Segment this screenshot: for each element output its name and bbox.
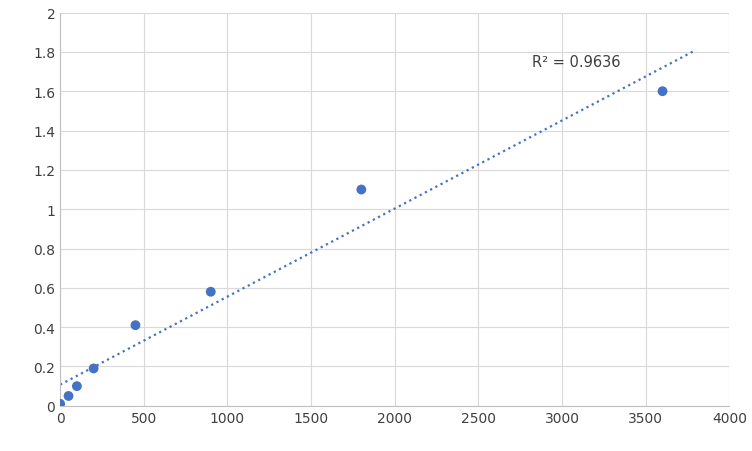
Text: R² = 0.9636: R² = 0.9636 bbox=[532, 55, 620, 69]
Point bbox=[129, 322, 141, 329]
Point bbox=[205, 289, 217, 296]
Point bbox=[54, 400, 66, 408]
Point bbox=[71, 382, 83, 390]
Point bbox=[62, 392, 74, 400]
Point bbox=[87, 365, 99, 372]
Point bbox=[355, 187, 367, 194]
Point bbox=[656, 88, 669, 96]
